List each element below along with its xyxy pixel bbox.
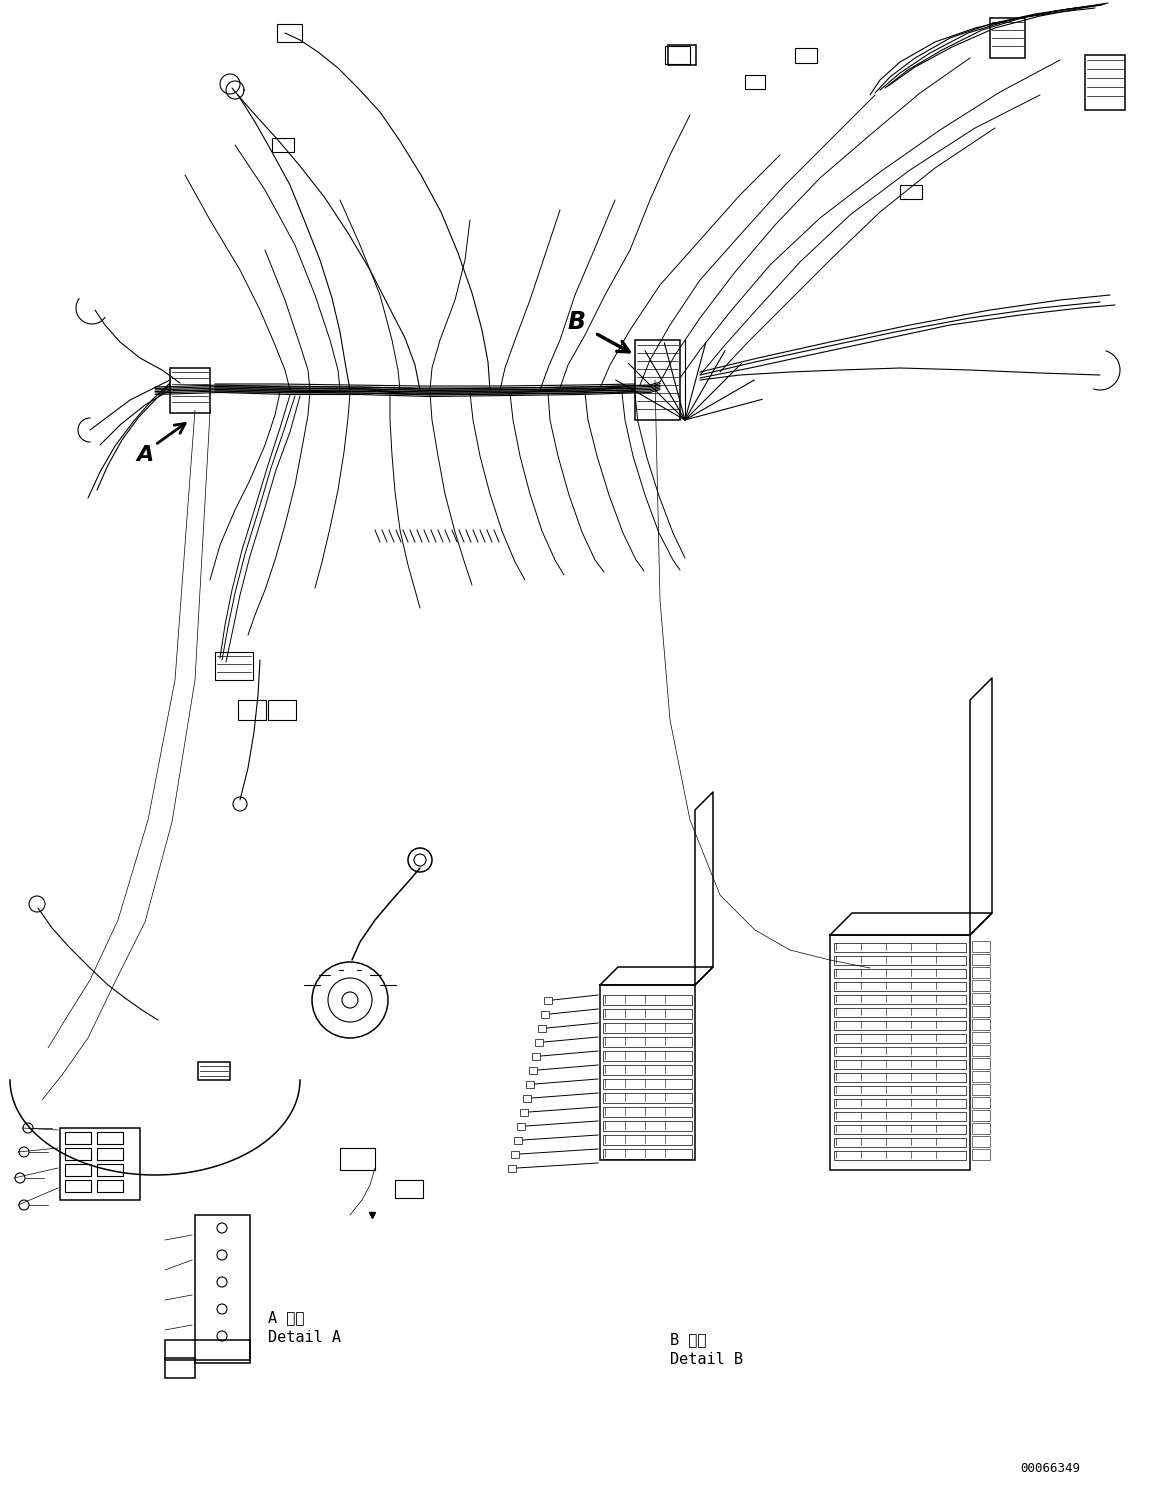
Bar	[602, 995, 692, 1004]
Bar	[834, 1059, 966, 1068]
Bar	[65, 1132, 91, 1144]
Text: Detail A: Detail A	[267, 1330, 341, 1345]
Bar	[535, 1039, 543, 1046]
Bar	[745, 74, 765, 89]
Text: 00066349: 00066349	[1020, 1461, 1080, 1475]
Bar	[972, 981, 990, 991]
Text: A 詳細: A 詳細	[267, 1311, 305, 1326]
Bar	[972, 1019, 990, 1030]
Bar	[65, 1164, 91, 1176]
Bar	[602, 1079, 692, 1089]
Bar	[277, 24, 302, 42]
Bar	[602, 1037, 692, 1048]
Bar	[215, 652, 254, 680]
Text: A: A	[136, 445, 154, 466]
Bar	[834, 1048, 966, 1056]
Bar	[972, 1097, 990, 1109]
Bar	[529, 1067, 537, 1074]
Bar	[830, 934, 970, 1170]
Bar	[972, 1071, 990, 1082]
Bar	[834, 1152, 966, 1161]
Bar	[518, 1123, 525, 1129]
Bar	[267, 699, 297, 720]
Bar	[972, 1110, 990, 1120]
Bar	[668, 45, 695, 65]
Bar	[531, 1054, 540, 1059]
Bar	[972, 1045, 990, 1056]
Bar	[834, 1007, 966, 1016]
Bar	[990, 18, 1025, 58]
Bar	[65, 1149, 91, 1161]
Bar	[795, 48, 816, 62]
Bar	[170, 368, 211, 414]
Bar	[602, 1009, 692, 1019]
Bar	[834, 969, 966, 978]
Bar	[972, 1006, 990, 1016]
Bar	[97, 1164, 123, 1176]
Text: Detail B: Detail B	[670, 1353, 743, 1367]
Bar	[1085, 55, 1125, 110]
Bar	[972, 954, 990, 966]
Bar	[972, 1083, 990, 1095]
Bar	[238, 699, 266, 720]
Bar	[834, 1112, 966, 1120]
Bar	[834, 995, 966, 1004]
Bar	[526, 1080, 534, 1088]
Bar	[520, 1109, 528, 1116]
Bar	[834, 1100, 966, 1109]
Bar	[972, 940, 990, 952]
Bar	[972, 1033, 990, 1043]
Bar	[97, 1149, 123, 1161]
Bar	[602, 1107, 692, 1117]
Bar	[602, 1120, 692, 1131]
Bar	[834, 1086, 966, 1095]
Bar	[340, 1149, 374, 1170]
Bar	[511, 1152, 519, 1158]
Bar	[602, 1051, 692, 1061]
Bar	[602, 1149, 692, 1159]
Bar	[834, 1073, 966, 1082]
Bar	[834, 1125, 966, 1134]
Bar	[602, 1094, 692, 1103]
Bar	[834, 1021, 966, 1030]
Bar	[97, 1132, 123, 1144]
Text: B: B	[568, 310, 586, 333]
Bar	[900, 185, 922, 199]
Text: B 詳細: B 詳細	[670, 1332, 706, 1348]
Bar	[834, 1034, 966, 1043]
Bar	[972, 1058, 990, 1068]
Bar	[665, 46, 690, 64]
Bar	[635, 339, 680, 420]
Bar	[972, 1149, 990, 1161]
Bar	[544, 997, 552, 1004]
Bar	[97, 1180, 123, 1192]
Bar	[834, 982, 966, 991]
Bar	[65, 1180, 91, 1192]
Bar	[60, 1128, 140, 1199]
Bar	[514, 1137, 522, 1144]
Bar	[165, 1341, 250, 1360]
Bar	[395, 1180, 423, 1198]
Bar	[972, 992, 990, 1004]
Bar	[602, 1065, 692, 1074]
Bar	[198, 1062, 230, 1080]
Bar	[272, 138, 294, 152]
Bar	[834, 1138, 966, 1147]
Bar	[602, 1024, 692, 1033]
Bar	[600, 985, 695, 1161]
Bar	[523, 1095, 531, 1103]
Bar	[602, 1135, 692, 1144]
Bar	[972, 1135, 990, 1147]
Bar	[972, 967, 990, 978]
Bar	[538, 1025, 545, 1033]
Bar	[508, 1165, 516, 1173]
Bar	[834, 943, 966, 952]
Bar	[541, 1010, 549, 1018]
Bar	[165, 1359, 195, 1378]
Bar	[195, 1216, 250, 1363]
Bar	[834, 955, 966, 966]
Bar	[972, 1123, 990, 1134]
